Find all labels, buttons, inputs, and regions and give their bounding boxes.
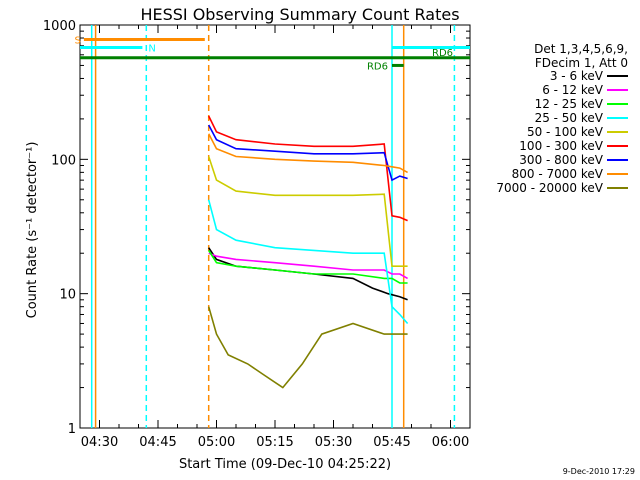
- series-line: [207, 199, 409, 325]
- x-tick-label: 04:45: [139, 435, 176, 450]
- legend-entry-label: 50 - 100 keV: [527, 125, 604, 139]
- series-line: [207, 133, 408, 174]
- series-line: [208, 249, 408, 284]
- plot-area: 04:30 04:45 05:00 05:15 05:30 05:45 06:00 1 10 10…: [43, 19, 471, 450]
- state-bar-label: N: [148, 43, 155, 54]
- y-tick-label: 1000: [43, 19, 76, 34]
- series-line: [207, 156, 408, 268]
- legend-entry-label: 100 - 300 keV: [519, 139, 603, 153]
- plot-frame: [79, 24, 471, 429]
- series-line: [207, 306, 408, 389]
- x-tick-label: 05:15: [256, 435, 293, 450]
- y-tick-label: 1: [68, 422, 76, 437]
- legend-entry-label: 300 - 800 keV: [519, 153, 603, 167]
- x-tick-label: 04:30: [81, 435, 118, 450]
- footer-timestamp: 9-Dec-2010 17:29: [563, 467, 635, 476]
- state-bar-label: RD6: [432, 48, 453, 59]
- series-line: [208, 247, 408, 301]
- legend: Det 1,3,4,5,6,9,FDecim 1, Att 03 - 6 keV…: [496, 42, 628, 195]
- x-axis-label: Start Time (09-Dec-10 04:25:22): [179, 457, 391, 472]
- legend-header: Det 1,3,4,5,6,9,: [534, 42, 628, 56]
- y-axis-label: Count Rate (s⁻¹ detector⁻¹): [25, 142, 40, 319]
- legend-entry-label: 25 - 50 keV: [535, 111, 604, 125]
- chart-title: HESSI Observing Summary Count Rates: [140, 5, 459, 24]
- legend-entry-label: 7000 - 20000 keV: [496, 181, 603, 195]
- x-tick-label: 05:45: [373, 435, 410, 450]
- y-tick-label: 100: [51, 153, 76, 168]
- series-line: [207, 115, 408, 222]
- legend-entry-label: 3 - 6 keV: [550, 69, 604, 83]
- state-bar-label: S: [75, 35, 81, 46]
- x-tick-label: 05:00: [198, 435, 235, 450]
- series-line: [208, 252, 408, 280]
- legend-entry-label: 800 - 7000 keV: [512, 167, 604, 181]
- series-line: [207, 124, 408, 182]
- legend-entry-label: 6 - 12 keV: [542, 83, 604, 97]
- x-tick-label: 06:00: [432, 435, 469, 450]
- x-tick-label: 05:30: [315, 435, 352, 450]
- y-tick-label: 10: [59, 288, 76, 303]
- legend-entry-label: 12 - 25 keV: [535, 97, 604, 111]
- legend-header: FDecim 1, Att 0: [535, 56, 628, 70]
- state-bar-label: RD6: [367, 61, 388, 72]
